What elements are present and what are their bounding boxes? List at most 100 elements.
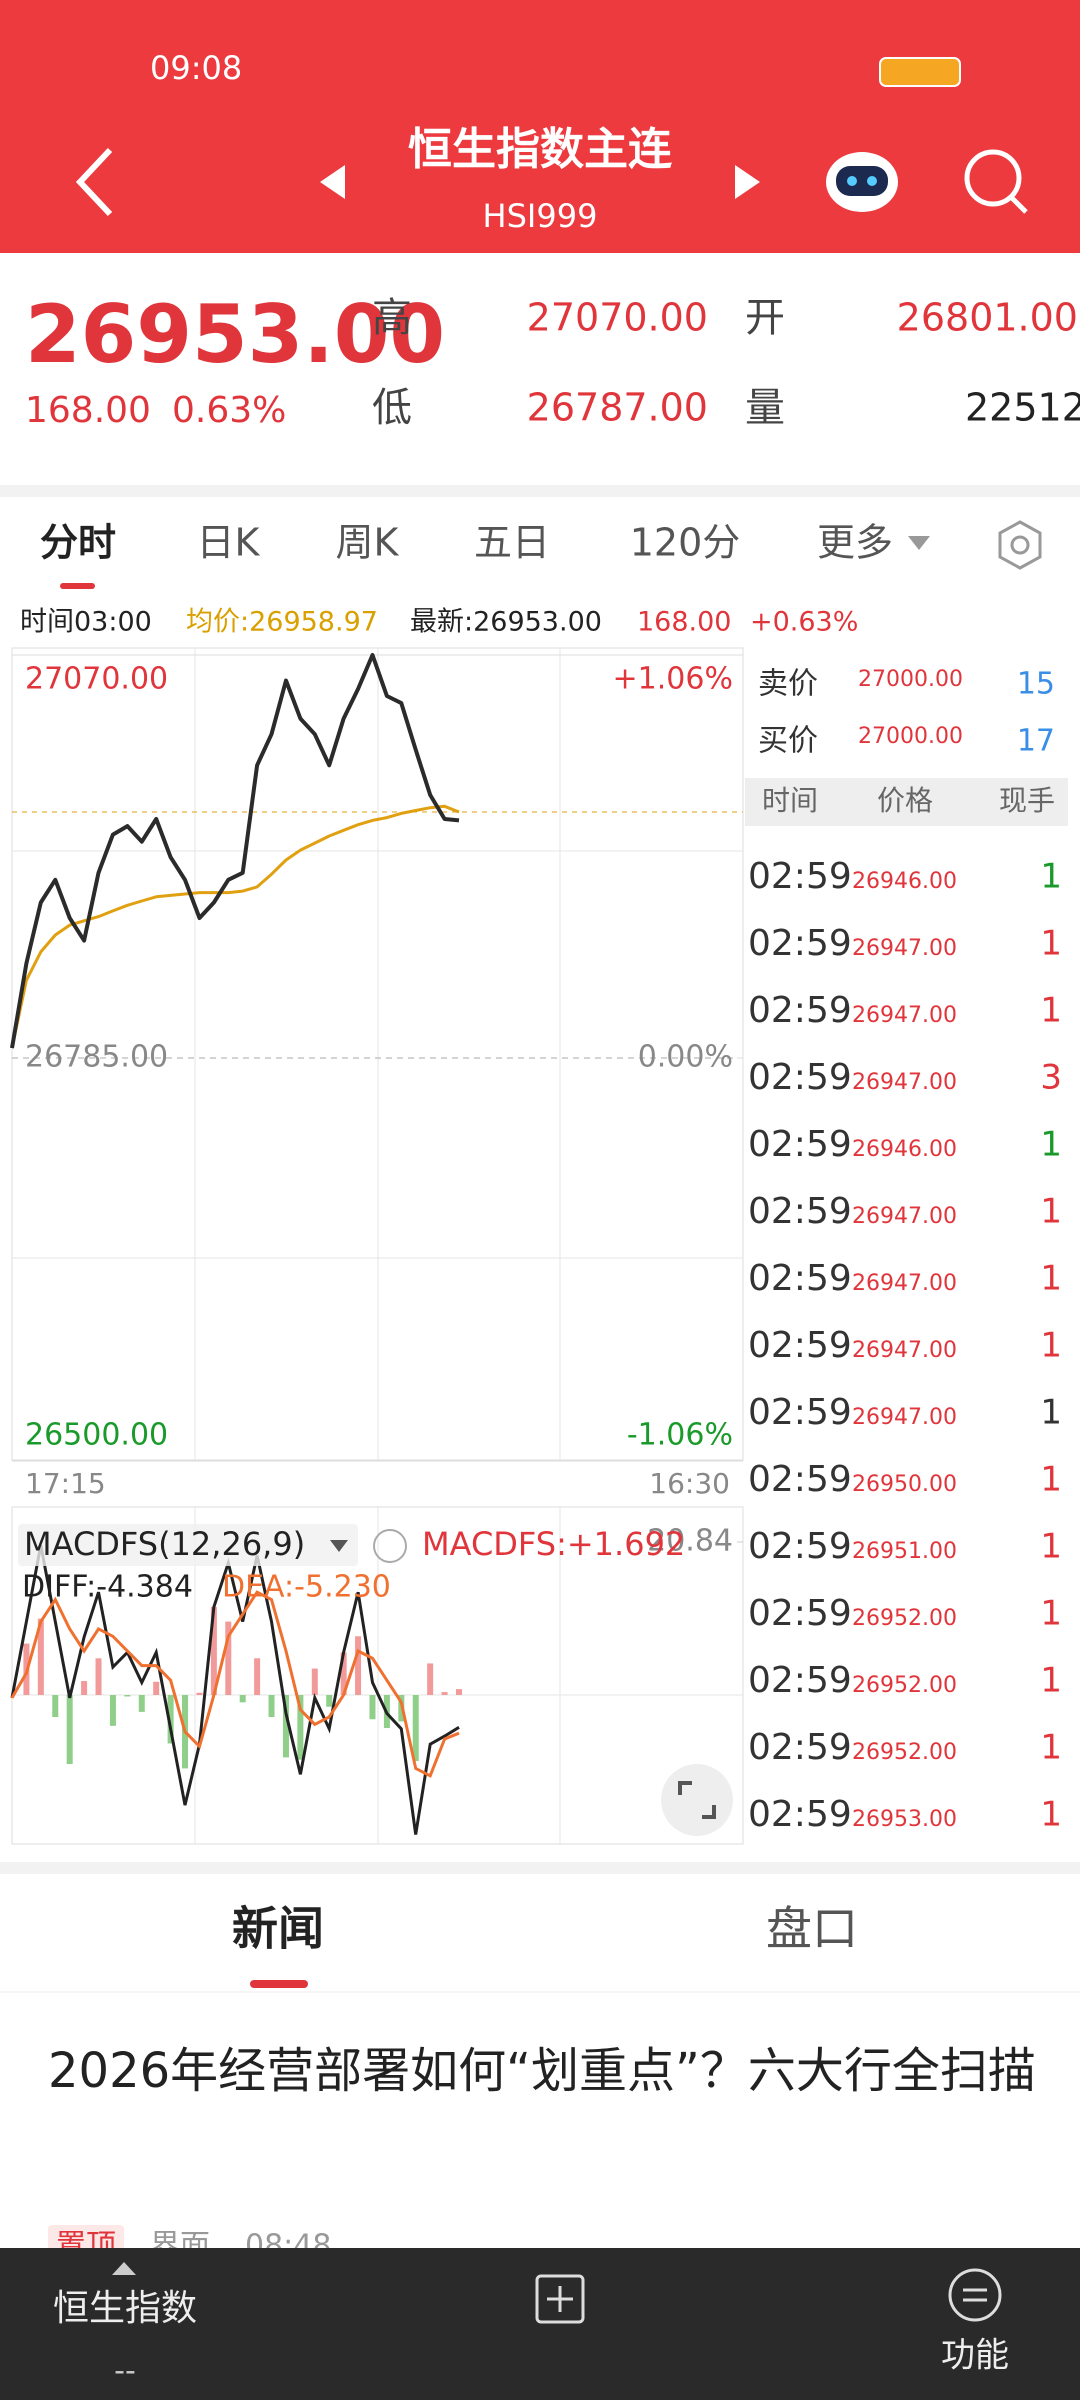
diff-value: DIFF:-4.384 <box>22 1570 193 1605</box>
macd-bar <box>441 1692 448 1695</box>
macd-bar <box>109 1695 116 1726</box>
trade-volume: 1 <box>1040 991 1062 1031</box>
info-change-pct: +0.63% <box>750 607 858 638</box>
bid-label: 买价 <box>758 724 818 759</box>
macd-bar <box>95 1658 102 1695</box>
trade-volume: 1 <box>1040 1661 1062 1701</box>
indicator-name[interactable]: MACDFS(12,26,9) <box>24 1525 305 1563</box>
trade-volume: 1 <box>1040 1259 1062 1299</box>
chart-tab[interactable]: 周K <box>336 521 400 565</box>
macd-bar <box>138 1695 145 1712</box>
macd-bar <box>427 1663 434 1695</box>
x-label: 17:15 <box>25 1467 106 1500</box>
nav-index-value: -- <box>114 2354 136 2389</box>
column-header: 现手 <box>999 784 1055 817</box>
settings-icon <box>1010 535 1030 555</box>
trade-price: 26947.00 <box>852 1405 957 1430</box>
trade-price: 26952.00 <box>852 1740 957 1765</box>
price-line <box>10 653 460 1049</box>
macd-bar <box>153 1681 160 1695</box>
trade-price: 26947.00 <box>852 1204 957 1229</box>
trade-time: 02:59 <box>748 923 852 964</box>
chart-tab[interactable]: 五日 <box>474 521 550 565</box>
trade-volume: 1 <box>1040 1728 1062 1768</box>
macd-bar <box>66 1695 73 1765</box>
assistant-button[interactable] <box>826 152 898 212</box>
macd-bar <box>124 1695 131 1697</box>
avg-price-line <box>10 804 460 1049</box>
macd-bar <box>412 1695 419 1762</box>
trade-price: 26947.00 <box>852 1271 957 1296</box>
instrument-code: HSI999 <box>483 197 598 235</box>
nav-index-name: 恒生指数 <box>53 2288 197 2329</box>
trade-volume: 1 <box>1040 1125 1062 1165</box>
y2-tick-label: +1.06% <box>613 662 733 697</box>
news-tab[interactable]: 盘口 <box>766 1902 858 1956</box>
chart-tab[interactable]: 120分 <box>630 521 741 565</box>
macd-value: MACDFS:+1.692 <box>422 1525 685 1563</box>
news-headline[interactable]: 2026年经营部署如何“划重点”？六大行全扫描 <box>48 2043 1036 2099</box>
dropdown-arrow <box>908 536 930 550</box>
trade-volume: 3 <box>1040 1058 1062 1098</box>
y-tick-label: 20.84 <box>647 1524 733 1559</box>
chart-tab[interactable]: 更多 <box>817 521 893 565</box>
ask-volume: 15 <box>1017 667 1055 702</box>
y2-tick-label: -1.06% <box>627 1418 733 1453</box>
y-tick-label: 26500.00 <box>25 1418 168 1453</box>
trade-time: 02:59 <box>748 1593 852 1634</box>
macd-bar <box>326 1695 333 1707</box>
trade-price: 26952.00 <box>852 1673 957 1698</box>
nav-function[interactable]: 功能 <box>941 2336 1009 2376</box>
divider <box>0 1862 1080 1874</box>
y-tick-label: 27070.00 <box>25 662 168 697</box>
trade-price: 26947.00 <box>852 1003 957 1028</box>
info-time: 时间03:00 <box>20 607 152 638</box>
macd-bar <box>282 1695 289 1758</box>
battery <box>879 57 961 87</box>
trade-time: 02:59 <box>748 1124 852 1165</box>
volume-label: 量 <box>745 385 785 431</box>
indicator-dropdown <box>330 1540 348 1552</box>
chart-tab[interactable]: 分时 <box>40 521 116 565</box>
trade-time: 02:59 <box>748 990 852 1031</box>
macd-bar <box>369 1695 376 1720</box>
macd-bar <box>456 1689 462 1695</box>
news-tab[interactable]: 新闻 <box>232 1902 324 1956</box>
trade-time: 02:59 <box>748 1191 852 1232</box>
expand-button[interactable] <box>661 1764 733 1836</box>
chart-tab[interactable]: 日K <box>197 521 261 565</box>
menu-button[interactable] <box>948 2268 1002 2322</box>
trade-time: 02:59 <box>748 1057 852 1098</box>
trade-volume: 1 <box>1040 1594 1062 1634</box>
expand-arrow[interactable] <box>112 2262 136 2275</box>
macd-frame <box>11 1506 744 1845</box>
bid-volume: 17 <box>1017 724 1055 759</box>
trade-time: 02:59 <box>748 856 852 897</box>
trade-volume: 1 <box>1040 924 1062 964</box>
x-label: 16:30 <box>649 1467 730 1500</box>
trade-price: 26947.00 <box>852 936 957 961</box>
open-value: 26801.00 <box>897 296 1078 340</box>
trade-time: 02:59 <box>748 1258 852 1299</box>
trade-volume: 1 <box>1040 1460 1062 1500</box>
trade-volume: 1 <box>1040 1393 1062 1433</box>
trade-volume: 1 <box>1040 1527 1062 1567</box>
macd-bar <box>196 1692 203 1695</box>
column-header: 时间 <box>762 784 818 817</box>
trade-time: 02:59 <box>748 1459 852 1500</box>
trade-volume: 1 <box>1040 1795 1062 1835</box>
search-button[interactable] <box>964 149 1028 214</box>
dea-value: DEA:-5.230 <box>222 1570 391 1605</box>
open-label: 开 <box>745 295 785 341</box>
back-button[interactable] <box>75 147 113 217</box>
macd-bar <box>239 1695 246 1703</box>
trades-header-bg <box>745 778 1068 826</box>
ask-price: 27000.00 <box>858 667 963 692</box>
add-button[interactable] <box>535 2274 585 2324</box>
settings-button[interactable] <box>998 520 1042 570</box>
trade-time: 02:59 <box>748 1727 852 1768</box>
prev-button[interactable] <box>320 165 345 199</box>
next-button[interactable] <box>735 165 760 199</box>
expand-icon <box>678 1781 716 1819</box>
